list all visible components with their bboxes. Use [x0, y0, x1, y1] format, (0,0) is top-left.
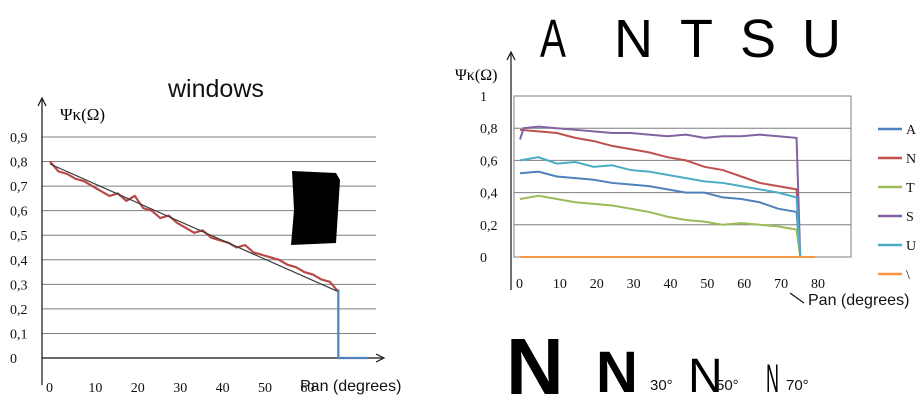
left-y-tick-label: 0,1	[10, 327, 28, 342]
legend-label: A	[906, 123, 917, 138]
right-x-tick-label: 0	[516, 277, 523, 292]
left-y-tick-label: 0,3	[10, 278, 28, 293]
legend-label: \	[906, 268, 910, 283]
right-x-tick-label: 40	[664, 277, 678, 292]
left-series-line	[337, 289, 368, 360]
bottom-glyph-row: N N 30° N 50° N 70°	[506, 322, 809, 405]
chart-right: 0 0,2 0,4 0,6 0,8 1 0 10 20 30 40 50 60 70 80 Ψκ(Ω) P…	[455, 50, 917, 309]
left-x-tick-label: 20	[131, 381, 145, 396]
legend-label: N	[906, 152, 916, 167]
right-series-line	[519, 128, 802, 258]
left-x-axis-arrow	[375, 353, 386, 363]
legend-label: T	[906, 181, 915, 196]
right-x-tick-label: 50	[700, 277, 714, 292]
black-rectangle-icon	[291, 171, 340, 245]
right-series-line	[519, 170, 802, 258]
letter-u: U	[802, 9, 841, 69]
letter-a: A	[540, 8, 566, 69]
right-series-line	[519, 125, 802, 258]
left-y-tick-label: 0,5	[10, 229, 28, 244]
right-series-line	[519, 156, 802, 258]
left-y-tick-label: 0,9	[10, 131, 28, 146]
right-x-tick-label: 60	[737, 277, 751, 292]
right-y-axis-label: Ψκ(Ω)	[455, 67, 497, 84]
right-y-axis-arrow	[506, 50, 516, 61]
right-y-tick-label: 0,2	[480, 219, 498, 234]
right-x-axis-label: Pan (degrees)	[808, 292, 909, 309]
left-y-tick-labels: 0 0,1 0,2 0,3 0,4 0,5 0,6 0,7 0,8 0,9	[10, 131, 28, 367]
right-y-tick-label: 1	[480, 90, 487, 105]
glyph-n-30: N	[596, 340, 638, 400]
letter-s: S	[740, 9, 776, 69]
right-x-tick-label: 10	[553, 277, 567, 292]
legend-label: S	[906, 210, 914, 225]
glyph-n-large: N	[506, 322, 564, 400]
left-x-tick-label: 0	[46, 381, 53, 396]
right-x-tick-label: 70	[774, 277, 788, 292]
angle-label-70: 70°	[786, 377, 809, 394]
right-series-line	[519, 194, 802, 258]
glyph-n-70: N	[766, 356, 779, 400]
glyph-n-50: N	[688, 350, 723, 400]
left-x-tick-label: 30	[173, 381, 187, 396]
left-y-tick-label: 0	[10, 352, 17, 367]
right-x-tick-label: 80	[811, 277, 825, 292]
left-x-axis-label: Pan (degrees)	[300, 378, 401, 395]
right-x-tick-label: 30	[627, 277, 641, 292]
chart-left: 0 0,1 0,2 0,3 0,4 0,5 0,6 0,7 0,8 0,9 0 10 20 30 40 50…	[10, 75, 401, 396]
right-x-tick-labels: 0 10 20 30 40 50 60 70 80	[516, 277, 825, 292]
right-y-tick-labels: 0 0,2 0,4 0,6 0,8 1	[480, 90, 498, 266]
right-y-tick-label: 0,6	[480, 154, 498, 169]
right-x-axis-arrow	[789, 292, 805, 304]
left-y-tick-label: 0,2	[10, 303, 28, 318]
left-series-line	[49, 160, 340, 293]
left-series-group	[49, 160, 368, 360]
legend-label: U	[906, 239, 916, 254]
left-y-tick-label: 0,6	[10, 205, 28, 220]
angle-label-30: 30°	[650, 377, 673, 394]
left-x-tick-labels: 0 10 20 30 40 50 60	[46, 381, 314, 396]
left-y-tick-label: 0,4	[10, 254, 28, 269]
left-y-tick-label: 0,7	[10, 180, 28, 195]
left-y-tick-label: 0,8	[10, 156, 28, 171]
top-letters: A N T S U	[540, 8, 841, 69]
left-y-axis-arrow	[37, 96, 47, 107]
left-x-tick-label: 60	[300, 381, 314, 396]
angle-label-50: 50°	[716, 377, 739, 394]
letter-n: N	[614, 9, 653, 69]
left-y-axis-label: Ψκ(Ω)	[60, 105, 105, 124]
left-chart-title: windows	[167, 75, 264, 103]
right-y-tick-label: 0	[480, 251, 487, 266]
right-x-tick-label: 20	[590, 277, 604, 292]
left-x-tick-label: 40	[216, 381, 230, 396]
right-y-tick-label: 0,4	[480, 187, 498, 202]
letter-t: T	[680, 9, 713, 69]
left-x-tick-label: 10	[88, 381, 102, 396]
right-series-group	[519, 125, 815, 258]
left-x-tick-label: 50	[258, 381, 272, 396]
right-y-tick-label: 0,8	[480, 122, 498, 137]
left-series-line	[49, 163, 339, 293]
